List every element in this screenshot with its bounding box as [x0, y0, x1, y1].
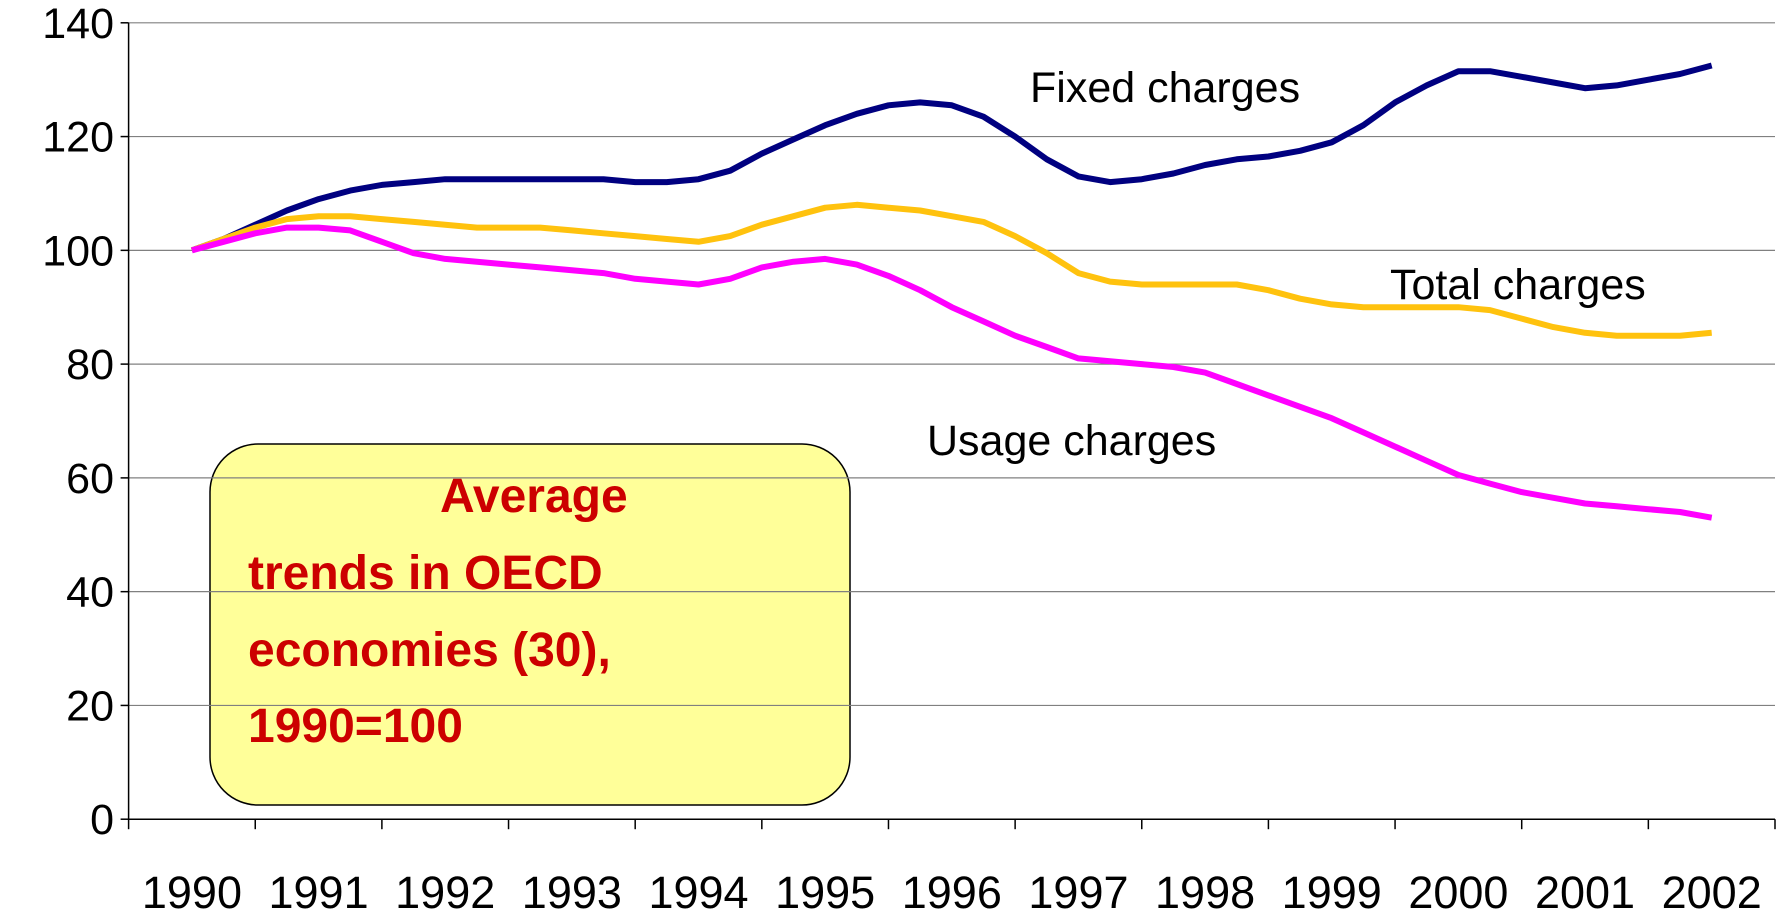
annotation-text: economies (30),	[248, 624, 611, 677]
x-tick-label: 1999	[1282, 867, 1382, 916]
x-tick-label: 1991	[269, 867, 369, 916]
y-tick-label: 20	[66, 682, 114, 730]
x-tick-label: 2001	[1535, 867, 1635, 916]
series-label: Fixed charges	[1030, 64, 1300, 112]
y-tick-label: 40	[66, 569, 114, 617]
annotation-text: 1990=100	[248, 700, 463, 753]
x-tick-label: 1993	[522, 867, 622, 916]
x-tick-label: 1994	[648, 867, 748, 916]
series-line	[190, 62, 1713, 254]
y-tick-label: 140	[42, 0, 114, 48]
series-line	[191, 224, 1713, 521]
x-tick-label: 1995	[775, 867, 875, 916]
y-tick-label: 100	[42, 227, 114, 275]
y-tick-label: 60	[66, 455, 114, 503]
y-tick-label: 120	[42, 114, 114, 162]
series-label: Total charges	[1390, 261, 1646, 309]
annotation-box	[209, 443, 851, 806]
series-line	[190, 201, 1712, 339]
y-tick-label: 0	[90, 796, 114, 844]
x-tick-label: 1992	[395, 867, 495, 916]
x-tick-label: 1990	[142, 867, 242, 916]
y-tick-label: 80	[66, 341, 114, 389]
annotation-text: Average	[440, 470, 628, 523]
x-tick-label: 1998	[1155, 867, 1255, 916]
x-tick-label: 2002	[1662, 867, 1762, 916]
series-label: Usage charges	[927, 417, 1216, 465]
x-tick-label: 1996	[902, 867, 1002, 916]
x-tick-label: 1997	[1028, 867, 1128, 916]
annotation-text: trends in OECD	[248, 547, 603, 600]
x-tick-label: 2000	[1408, 867, 1508, 916]
